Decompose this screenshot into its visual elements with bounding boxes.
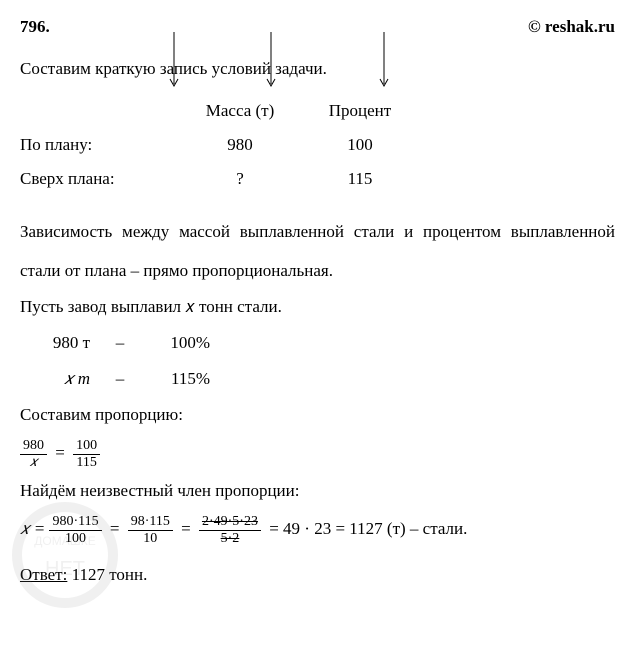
row1-label: По плану: (20, 128, 180, 162)
relationship-text: Зависимость между массой выплавленной ст… (20, 212, 615, 290)
row2-mass: ? (180, 162, 300, 196)
solution-equation: 𝑥 = 980·115 100 = 98·115 10 = 2·49·5·23 … (20, 512, 615, 546)
intro-text: Составим краткую запись условий задачи. (20, 52, 615, 86)
answer-text: 1127 тонн. (67, 565, 147, 584)
relation-line-1: 980 т – 100% (20, 326, 615, 360)
row1-mass: 980 (180, 128, 300, 162)
let-statement: Пусть завод выплавил 𝑥 тонн стали. (20, 290, 615, 324)
col-mass-header: Масса (т) (180, 94, 300, 128)
row2-label: Сверх плана: (20, 162, 180, 196)
relation-line-2: 𝑥 т – 115% (20, 362, 615, 396)
conditions-table: Масса (т) Процент По плану: 980 100 Свер… (20, 94, 615, 196)
proportion-equation: 980 𝑥 = 100 115 (20, 436, 615, 470)
answer-label: Ответ: (20, 565, 67, 584)
problem-number: 796. (20, 10, 50, 44)
row1-percent: 100 (300, 128, 420, 162)
col-percent-header: Процент (300, 94, 420, 128)
answer-block: Ответ: 1127 тонн. (20, 558, 615, 592)
find-unknown-text: Найдём неизвестный член пропорции: (20, 474, 615, 508)
make-proportion-text: Составим пропорцию: (20, 398, 615, 432)
row2-percent: 115 (300, 162, 420, 196)
copyright: © reshak.ru (528, 10, 615, 44)
